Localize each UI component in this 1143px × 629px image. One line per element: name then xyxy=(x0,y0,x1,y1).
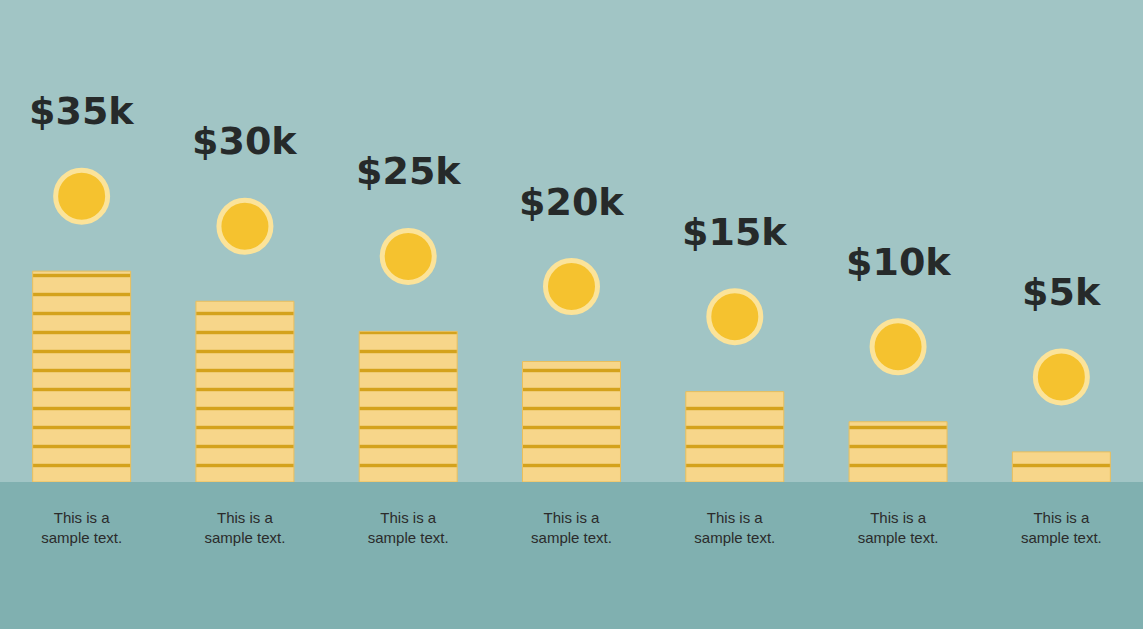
svg-text:$15k: $15k xyxy=(682,210,787,254)
svg-text:This is asample text.: This is asample text. xyxy=(858,509,939,546)
svg-text:$10k: $10k xyxy=(846,240,951,284)
svg-text:$20k: $20k xyxy=(519,180,624,224)
svg-text:$25k: $25k xyxy=(356,149,461,193)
svg-text:This is asample text.: This is asample text. xyxy=(368,509,449,546)
svg-text:This is asample text.: This is asample text. xyxy=(41,509,122,546)
svg-text:$35k: $35k xyxy=(29,89,134,133)
svg-text:This is asample text.: This is asample text. xyxy=(531,509,612,546)
svg-text:This is asample text.: This is asample text. xyxy=(694,509,775,546)
svg-text:This is asample text.: This is asample text. xyxy=(204,509,285,546)
svg-text:$5k: $5k xyxy=(1022,270,1101,314)
svg-text:$30k: $30k xyxy=(192,119,297,163)
svg-text:This is asample text.: This is asample text. xyxy=(1021,509,1102,546)
